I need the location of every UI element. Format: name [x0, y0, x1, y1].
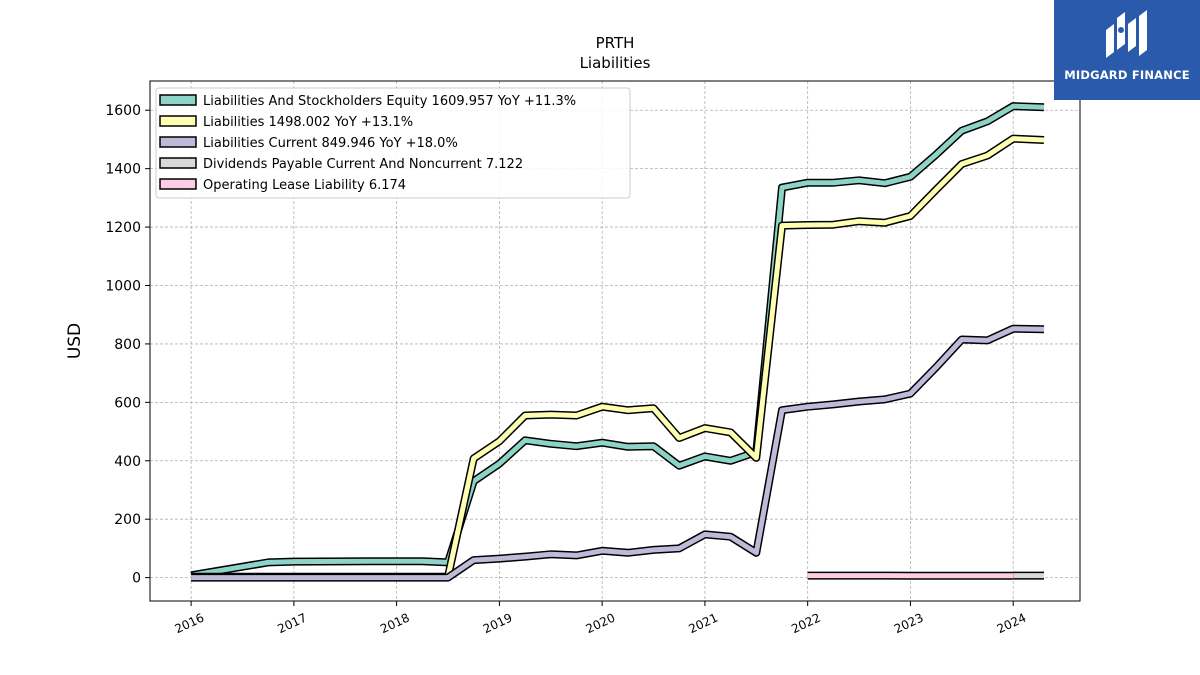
series-line-1 [191, 134, 1045, 581]
legend-entry-0: Liabilities And Stockholders Equity 1609… [159, 94, 576, 109]
chart-subtitle: Liabilities [580, 54, 651, 72]
x-tick-label: 2016 [173, 611, 207, 637]
y-tick-label: 0 [132, 571, 141, 587]
series-stroke [191, 326, 1045, 581]
series-line-2 [191, 324, 1045, 582]
y-tick-label: 1600 [105, 103, 141, 119]
y-axis-label: USD [65, 323, 85, 359]
legend-entry-2: Liabilities Current 849.946 YoY +18.0% [159, 136, 458, 151]
legend: Liabilities And Stockholders Equity 1609… [155, 87, 631, 199]
x-tick-label: 2024 [995, 611, 1029, 637]
y-tick-label: 200 [114, 512, 141, 528]
legend-entry-1: Liabilities 1498.002 YoY +13.1% [159, 115, 413, 130]
x-tick-label: 2019 [481, 611, 515, 637]
legend-swatch [159, 178, 197, 190]
y-tick-label: 800 [114, 337, 141, 353]
x-tick-label: 2023 [892, 611, 926, 637]
midgard-finance-logo: MIDGARD FINANCE [1054, 0, 1200, 100]
y-tick-label: 1000 [105, 278, 141, 294]
x-tick-label: 2018 [378, 611, 412, 637]
legend-box [155, 87, 631, 199]
x-tick-label: 2017 [275, 611, 309, 637]
x-tick-label: 2020 [584, 611, 618, 637]
series-outline [191, 134, 1045, 581]
legend-swatch [159, 115, 197, 127]
legend-entry-4: Operating Lease Liability 6.174 [159, 178, 406, 193]
series-line-0 [190, 102, 1045, 580]
logo-text: MIDGARD FINANCE [1064, 68, 1190, 82]
series-outline [191, 324, 1045, 582]
x-tick-label: 2021 [686, 611, 720, 637]
axis-ticks: 2016 2017 2018 2019 2020 2021 2022 2023 2024 0 200… [105, 103, 1028, 636]
y-tick-label: 1400 [105, 162, 141, 178]
legend-entry-3: Dividends Payable Current And Noncurrent… [159, 157, 523, 172]
series-stroke [191, 136, 1045, 580]
chart-title: PRTH [596, 34, 635, 52]
y-tick-label: 600 [114, 395, 141, 411]
legend-label: Liabilities 1498.002 YoY +13.1% [203, 115, 413, 130]
logo-mark-icon [1106, 10, 1147, 58]
plot-area [149, 80, 1081, 602]
legend-swatch [159, 157, 197, 169]
legend-label: Liabilities And Stockholders Equity 1609… [203, 94, 576, 109]
legend-label: Operating Lease Liability 6.174 [203, 178, 406, 193]
series-lines [190, 102, 1045, 582]
legend-label: Liabilities Current 849.946 YoY +18.0% [203, 136, 458, 151]
legend-label: Dividends Payable Current And Noncurrent… [203, 157, 523, 172]
legend-swatch [159, 136, 197, 148]
y-tick-label: 400 [114, 454, 141, 470]
legend-swatch [159, 94, 197, 106]
x-tick-label: 2022 [789, 611, 823, 637]
y-tick-label: 1200 [105, 220, 141, 236]
series-stroke [190, 103, 1045, 578]
